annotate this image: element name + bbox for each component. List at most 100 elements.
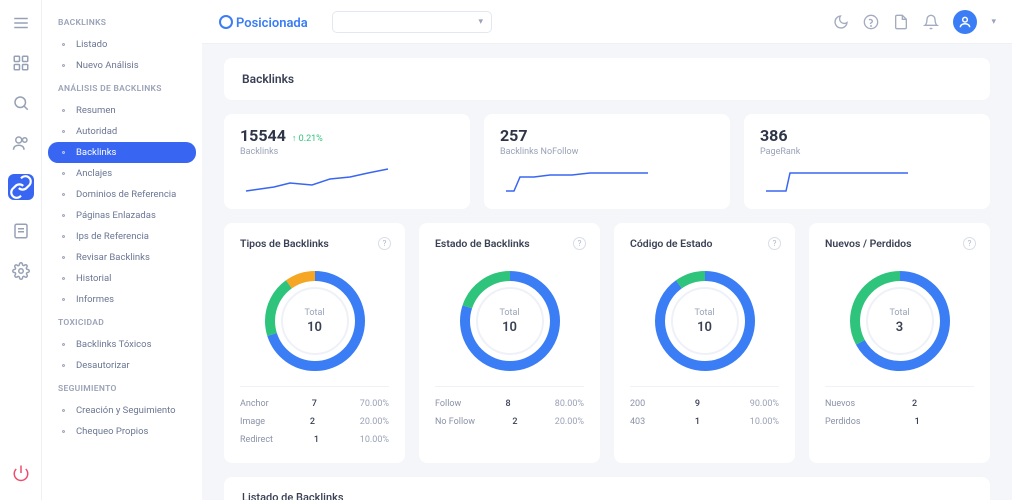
iconbar-settings-icon[interactable] (12, 262, 30, 280)
theme-icon[interactable] (833, 14, 849, 30)
sidebar-item[interactable]: Desautorizar (48, 355, 196, 376)
bell-icon[interactable] (923, 14, 939, 30)
info-icon[interactable]: ? (963, 237, 976, 250)
sidebar-item[interactable]: Informes (48, 289, 196, 310)
sidebar-item[interactable]: Páginas Enlazadas (48, 205, 196, 226)
stat-value: 257 (500, 126, 528, 145)
sidebar-item-label: Listado (76, 39, 107, 50)
donut-total-label: Total (499, 308, 519, 318)
legend-pct: 20.00% (360, 417, 389, 427)
iconbar-search-icon[interactable] (12, 94, 30, 112)
doc-icon[interactable] (893, 14, 909, 30)
power-icon[interactable] (12, 464, 30, 482)
donut-total-label: Total (304, 308, 324, 318)
sidebar-item-label: Dominios de Referencia (76, 189, 176, 200)
legend-value: 1 (314, 435, 319, 445)
donut-chart: Total3 (845, 266, 955, 376)
sidebar-item[interactable]: Autoridad (48, 121, 196, 142)
info-icon[interactable]: ? (768, 237, 781, 250)
donut-total-value: 10 (502, 320, 517, 335)
sidebar-item[interactable]: Historial (48, 268, 196, 289)
sparkline (760, 163, 910, 197)
info-icon[interactable]: ? (573, 237, 586, 250)
sidebar-item[interactable]: Backlinks Tóxicos (48, 334, 196, 355)
sidebar-item[interactable]: Ips de Referencia (48, 226, 196, 247)
icon-sidebar (0, 0, 42, 500)
legend-value: 1 (695, 417, 700, 427)
sidebar-item[interactable]: Anclajes (48, 163, 196, 184)
legend-row: Redirect110.00% (240, 431, 389, 449)
main-area: Posicionada ▾ Backlinks 15544↑ 0.21%Back… (202, 0, 1012, 500)
sidebar-item-label: Anclajes (76, 168, 112, 179)
sidebar-item[interactable]: Creación y Seguimiento (48, 400, 196, 421)
chart-legend: Follow880.00%No Follow220.00% (435, 386, 584, 431)
sparkline (500, 163, 650, 197)
sidebar-item-icon (58, 210, 69, 221)
chart-card: Nuevos / Perdidos?Total3Nuevos2Perdidos1 (809, 223, 990, 463)
legend-label: Perdidos (825, 417, 860, 427)
legend-pct: 80.00% (555, 399, 584, 409)
iconbar-users-icon[interactable] (12, 134, 30, 152)
stat-label: PageRank (760, 147, 974, 157)
sidebar-item-icon (58, 231, 69, 242)
iconbar-dashboard-icon[interactable] (12, 54, 30, 72)
sidebar-item[interactable]: Backlinks (48, 142, 196, 163)
sidebar-item[interactable]: Chequeo Propios (48, 421, 196, 442)
svg-text:Posicionada: Posicionada (236, 16, 308, 31)
page-title: Backlinks (224, 58, 990, 100)
sidebar-item-label: Backlinks Tóxicos (76, 339, 151, 350)
sidebar-item-label: Historial (76, 273, 111, 284)
stat-card: 386 PageRank (744, 114, 990, 209)
sidebar-item-icon (58, 168, 69, 179)
legend-row: 200 9 90.00% (630, 395, 779, 413)
sidebar-item-icon (58, 39, 69, 50)
iconbar-reports-icon[interactable] (12, 222, 30, 240)
site-selector[interactable] (332, 11, 492, 33)
donut-chart: Total10 (650, 266, 760, 376)
charts-row: Tipos de Backlinks?Total10Anchor770.00%I… (224, 223, 990, 463)
legend-value: 9 (695, 399, 700, 409)
legend-value: 2 (912, 399, 917, 409)
chart-legend: Nuevos2Perdidos1 (825, 386, 974, 431)
sidebar-item-icon (58, 189, 69, 200)
topbar: Posicionada ▾ (202, 0, 1012, 44)
sidebar-item-label: Chequeo Propios (76, 426, 148, 437)
sidebar-item[interactable]: Resumen (48, 100, 196, 121)
help-icon[interactable] (863, 14, 879, 30)
iconbar-menu-icon[interactable] (12, 14, 30, 32)
sidebar-item-label: Ips de Referencia (76, 231, 149, 242)
stat-value: 386 (760, 126, 788, 145)
chart-card: Tipos de Backlinks?Total10Anchor770.00%I… (224, 223, 405, 463)
sidebar-item[interactable]: Nuevo Análisis (48, 55, 196, 76)
donut-total-label: Total (889, 308, 909, 318)
chart-card: Estado de Backlinks?Total10Follow880.00%… (419, 223, 600, 463)
legend-pct: 90.00% (750, 399, 779, 409)
sidebar-section: BACKLINKS (48, 10, 196, 34)
legend-label: 200 (630, 399, 645, 409)
avatar[interactable] (953, 10, 977, 34)
legend-value: 8 (505, 399, 510, 409)
chart-title: Tipos de Backlinks (240, 237, 389, 250)
sidebar-item[interactable]: Revisar Backlinks (48, 247, 196, 268)
legend-pct: 10.00% (750, 417, 779, 427)
chart-legend: Anchor770.00%Image220.00%Redirect110.00% (240, 386, 389, 449)
sidebar-section: ANÁLISIS DE BACKLINKS (48, 76, 196, 100)
legend-label: 403 (630, 417, 645, 427)
legend-pct: 70.00% (360, 399, 389, 409)
info-icon[interactable]: ? (378, 237, 391, 250)
legend-pct: 20.00% (555, 417, 584, 427)
sidebar-item[interactable]: Dominios de Referencia (48, 184, 196, 205)
stat-label: Backlinks NoFollow (500, 147, 714, 157)
sidebar-item[interactable]: Listado (48, 34, 196, 55)
stat-card: 15544↑ 0.21%Backlinks (224, 114, 470, 209)
brand-logo: Posicionada (218, 12, 318, 32)
sidebar-item-label: Nuevo Análisis (76, 60, 139, 71)
sidebar-item-label: Resumen (76, 105, 116, 116)
avatar-caret-icon[interactable]: ▾ (991, 17, 996, 27)
sidebar-section: TOXICIDAD (48, 310, 196, 334)
legend-row: Follow880.00% (435, 395, 584, 413)
sidebar-item-label: Revisar Backlinks (76, 252, 150, 263)
sidebar-item-icon (58, 405, 69, 416)
iconbar-links-icon[interactable] (8, 174, 34, 200)
sidebar-item-icon (58, 273, 69, 284)
